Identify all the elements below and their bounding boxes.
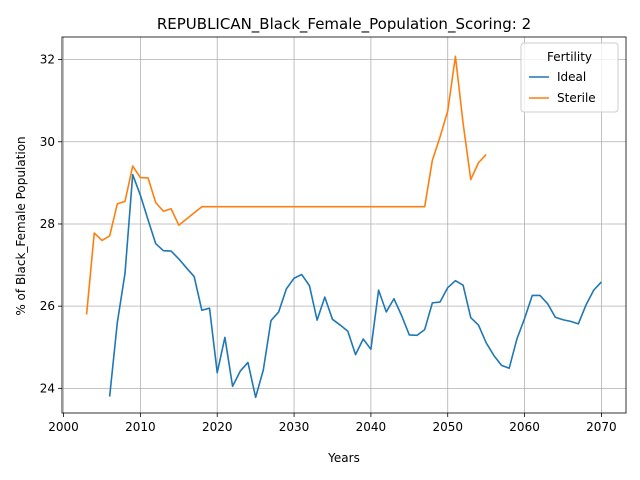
y-axis-label: % of Black_Female Population: [14, 136, 28, 315]
x-tick-label: 2030: [279, 420, 310, 434]
x-tick-label: 2070: [586, 420, 617, 434]
y-axis-ticks: 24 26 28 30 32: [40, 53, 62, 395]
series-line-ideal: [108, 173, 602, 399]
y-tick-label: 30: [40, 135, 55, 149]
x-tick-label: 2000: [48, 420, 79, 434]
x-tick-label: 2060: [509, 420, 540, 434]
x-tick-label: 2040: [356, 420, 387, 434]
y-tick-label: 32: [40, 53, 55, 67]
y-tick-label: 26: [40, 299, 55, 313]
x-tick-label: 2050: [432, 420, 463, 434]
y-tick-label: 28: [40, 217, 55, 231]
series-lines: [85, 55, 602, 399]
legend-label-sterile: Sterile: [557, 91, 596, 105]
chart-title: REPUBLICAN_Black_Female_Population_Scori…: [157, 15, 531, 34]
legend: Fertility Ideal Sterile: [520, 42, 619, 113]
legend-box: [520, 42, 619, 113]
x-tick-label: 2010: [125, 420, 156, 434]
legend-items: Ideal Sterile: [529, 70, 596, 105]
y-tick-label: 24: [40, 381, 55, 395]
legend-label-ideal: Ideal: [557, 70, 586, 84]
legend-title: Fertility: [547, 50, 592, 64]
x-axis-label: Years: [327, 451, 360, 465]
x-axis-ticks: 2000 2010 2020 2030 2040 2050 2060 2070: [48, 413, 617, 434]
plot-frame: [61, 36, 627, 414]
x-tick-label: 2020: [202, 420, 233, 434]
series-line-sterile: [85, 55, 487, 315]
